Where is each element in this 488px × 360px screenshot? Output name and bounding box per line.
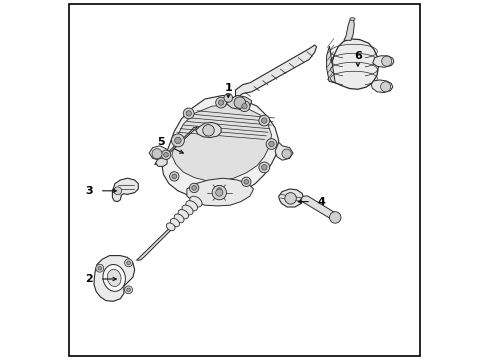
Ellipse shape — [349, 18, 354, 21]
Polygon shape — [149, 146, 168, 164]
Circle shape — [224, 94, 232, 102]
Circle shape — [98, 266, 102, 270]
Polygon shape — [326, 46, 335, 83]
Polygon shape — [275, 142, 292, 160]
Polygon shape — [328, 39, 378, 89]
Polygon shape — [372, 56, 393, 67]
Circle shape — [284, 193, 296, 204]
Circle shape — [282, 149, 291, 158]
Ellipse shape — [174, 214, 183, 223]
Ellipse shape — [103, 265, 125, 291]
Circle shape — [217, 188, 221, 193]
Circle shape — [244, 180, 248, 184]
Ellipse shape — [170, 219, 179, 227]
Polygon shape — [226, 95, 251, 110]
Polygon shape — [171, 104, 271, 181]
Ellipse shape — [107, 269, 121, 287]
Circle shape — [161, 150, 170, 159]
Polygon shape — [155, 158, 167, 166]
Polygon shape — [300, 196, 336, 219]
Circle shape — [124, 286, 132, 294]
Circle shape — [152, 149, 162, 159]
Circle shape — [241, 177, 250, 186]
Circle shape — [212, 185, 226, 200]
Circle shape — [215, 97, 226, 108]
Polygon shape — [196, 122, 221, 138]
Polygon shape — [278, 189, 303, 207]
Ellipse shape — [189, 196, 202, 207]
Circle shape — [234, 97, 245, 108]
Polygon shape — [136, 225, 176, 260]
Polygon shape — [343, 19, 354, 40]
Text: 1: 1 — [224, 83, 232, 93]
Circle shape — [163, 153, 168, 157]
Ellipse shape — [182, 205, 193, 215]
Circle shape — [96, 264, 103, 272]
Circle shape — [214, 185, 224, 195]
Ellipse shape — [166, 223, 175, 231]
Circle shape — [258, 162, 269, 173]
Circle shape — [381, 56, 391, 66]
Circle shape — [185, 111, 191, 116]
Text: 4: 4 — [317, 197, 325, 207]
Circle shape — [126, 288, 130, 292]
Text: 6: 6 — [353, 51, 361, 61]
Polygon shape — [112, 178, 138, 202]
Ellipse shape — [185, 201, 197, 211]
Polygon shape — [370, 80, 392, 93]
Text: 2: 2 — [85, 274, 93, 284]
Circle shape — [261, 118, 266, 123]
Circle shape — [124, 259, 132, 267]
Circle shape — [172, 174, 176, 179]
Circle shape — [218, 100, 224, 105]
Circle shape — [239, 101, 249, 112]
Circle shape — [380, 82, 390, 92]
Polygon shape — [162, 95, 278, 200]
Circle shape — [174, 137, 181, 144]
Circle shape — [171, 134, 184, 147]
Circle shape — [191, 186, 196, 190]
Circle shape — [126, 261, 130, 265]
Circle shape — [329, 212, 340, 223]
Circle shape — [189, 183, 199, 193]
Circle shape — [203, 125, 214, 136]
Circle shape — [265, 139, 276, 149]
Circle shape — [268, 141, 274, 147]
Text: 3: 3 — [85, 186, 93, 196]
Circle shape — [241, 104, 247, 109]
Polygon shape — [154, 127, 197, 165]
Polygon shape — [186, 178, 253, 206]
Circle shape — [258, 115, 269, 126]
Circle shape — [183, 108, 194, 119]
Circle shape — [169, 172, 179, 181]
Polygon shape — [235, 45, 316, 99]
Circle shape — [261, 165, 266, 170]
Circle shape — [114, 187, 122, 195]
Ellipse shape — [178, 210, 188, 219]
Polygon shape — [94, 256, 134, 301]
Circle shape — [215, 189, 223, 196]
Text: 5: 5 — [157, 137, 164, 147]
